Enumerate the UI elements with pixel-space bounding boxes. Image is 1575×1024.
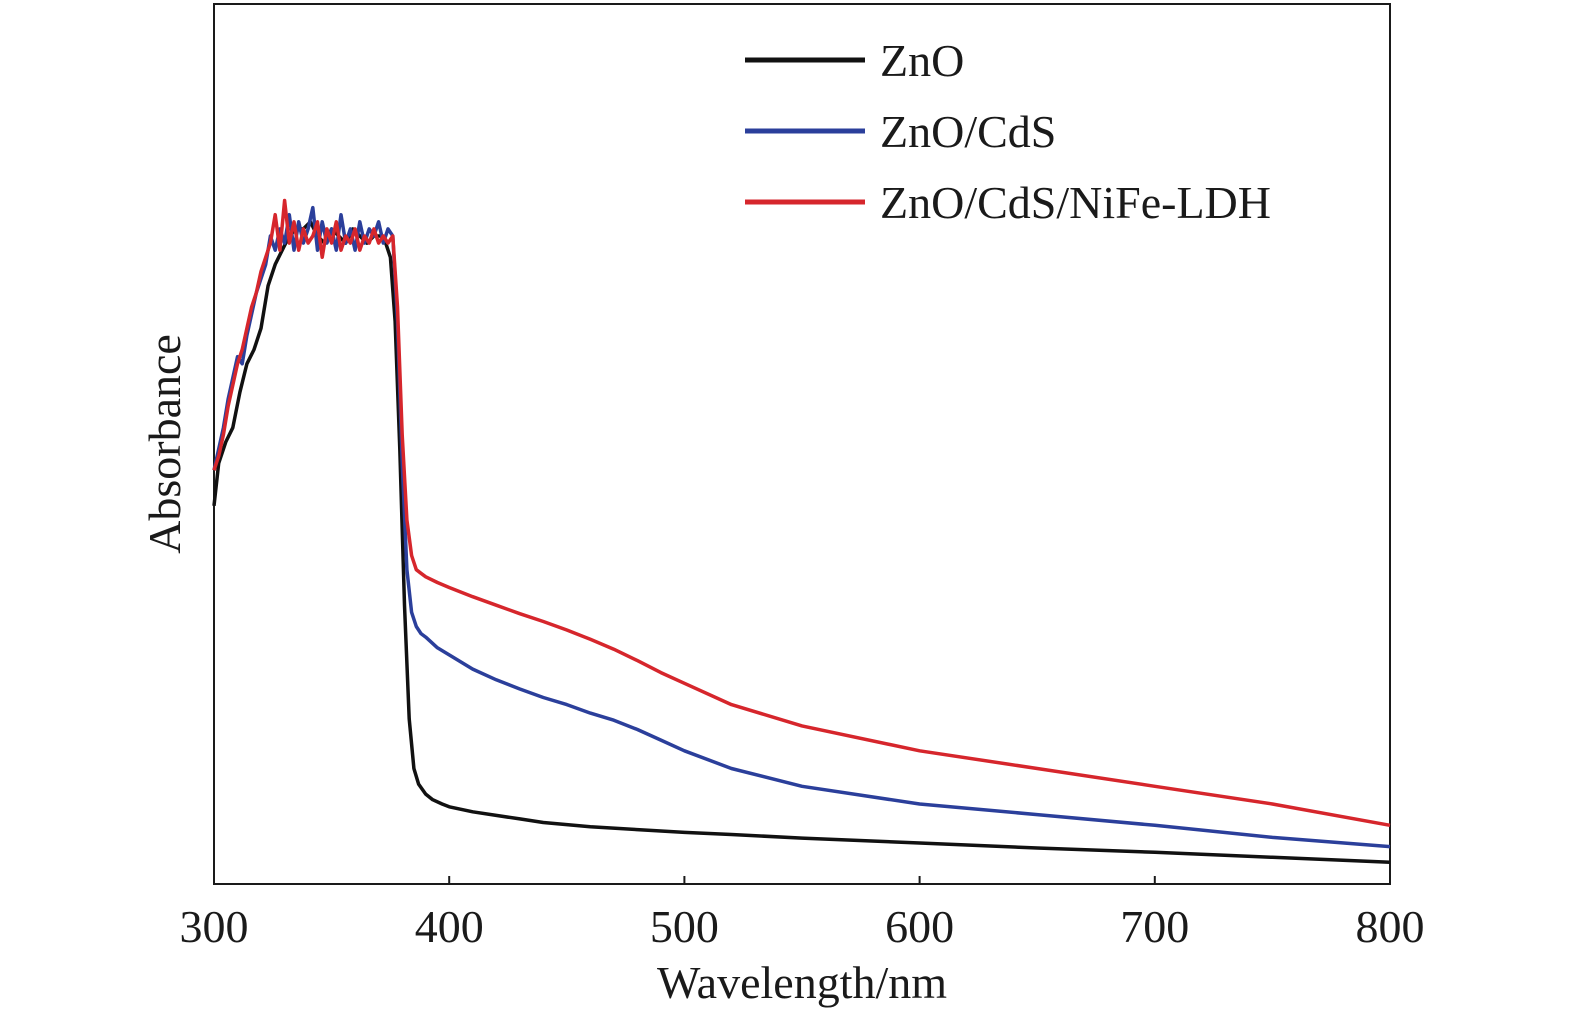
legend: ZnO ZnO/CdS ZnO/CdS/NiFe-LDH [745,35,1271,228]
legend-label-1: ZnO/CdS [880,106,1056,157]
x-tick-label-700: 700 [1120,901,1189,952]
series-line-zno-cds-nife-ldh [212,198,1391,828]
series-line-zno [212,220,1391,864]
series-layer [212,198,1391,864]
legend-label-0: ZnO [880,35,964,86]
x-tick-label-600: 600 [885,901,954,952]
y-axis-title: Absorbance [139,334,190,554]
x-tick-label-400: 400 [415,901,484,952]
plot-frame [213,3,1391,885]
x-axis-title: Wavelength/nm [657,957,947,1008]
series-line-zno-cds [212,205,1391,849]
legend-label-2: ZnO/CdS/NiFe-LDH [880,177,1271,228]
x-tick-label-800: 800 [1356,901,1425,952]
x-axis-ticks: 300 400 500 600 700 800 [180,876,1425,952]
x-tick-label-300: 300 [180,901,249,952]
x-tick-label-500: 500 [650,901,719,952]
